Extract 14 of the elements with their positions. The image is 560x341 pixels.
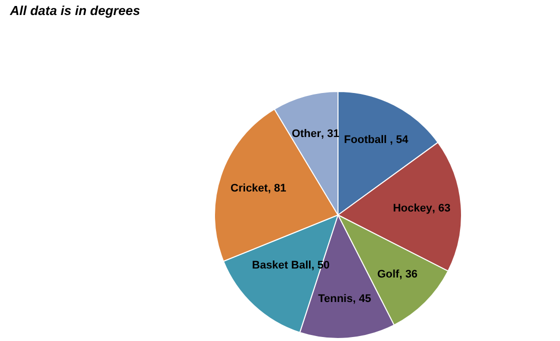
slice-label: Golf: [377, 268, 400, 280]
data-label: , 45: [352, 292, 372, 305]
slice-label: Hockey: [392, 202, 433, 214]
text: All data is in degrees: [10, 3, 140, 18]
data-label: , 36: [399, 268, 418, 280]
data-label: , 54: [390, 134, 410, 146]
data-label: , 31: [321, 128, 340, 140]
slice-label: Football: [344, 134, 390, 146]
slice-label: Cricket: [230, 182, 268, 194]
slice-label: Basket Ball: [252, 260, 312, 272]
slice-label: Tennis: [318, 292, 353, 305]
slice-label: Other: [292, 128, 322, 140]
data-label: , 63: [432, 202, 450, 214]
data-label: , 81: [268, 182, 286, 194]
